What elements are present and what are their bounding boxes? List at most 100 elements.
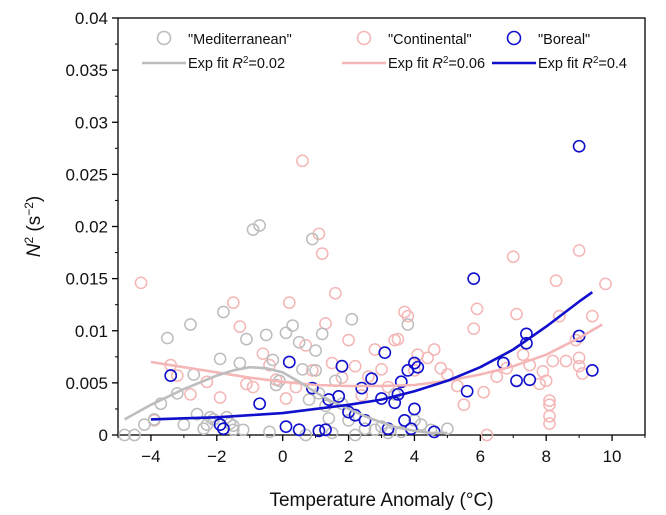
data-point: [128, 428, 141, 442]
x-tick-label: 8: [541, 447, 550, 466]
data-point: [282, 296, 296, 309]
x-tick-label: 0: [278, 447, 287, 466]
data-point: [226, 296, 240, 309]
data-point: [302, 393, 316, 406]
data-point: [197, 422, 210, 436]
series-1: [134, 154, 612, 442]
data-point: [342, 333, 355, 347]
data-point: [161, 331, 174, 345]
data-point: [358, 422, 372, 436]
x-tick-label: 10: [603, 447, 622, 466]
data-point: [408, 364, 421, 377]
y-tick-label: 0: [99, 426, 108, 445]
data-point: [543, 417, 556, 430]
data-point: [543, 394, 556, 407]
data-point: [312, 424, 326, 438]
legend-fit-label: Exp fit R2=0.02: [188, 55, 285, 73]
data-point: [506, 250, 520, 264]
data-point: [381, 426, 395, 440]
data-point: [543, 409, 556, 423]
data-point: [305, 232, 319, 246]
data-point: [282, 355, 296, 369]
data-point: [477, 385, 490, 399]
data-point: [184, 318, 197, 331]
data-point: [263, 425, 276, 439]
data-point: [394, 375, 408, 389]
data-point: [398, 414, 411, 427]
y-tick-label: 0.02: [75, 218, 108, 237]
data-point: [216, 422, 230, 436]
axes: −4 −2 0 2 4 6 8 10 0 0.005 0.01 0.015 0.02 0.025 0.03 0…: [65, 9, 646, 466]
data-point: [296, 362, 309, 376]
data-point: [510, 307, 523, 321]
data-point: [381, 422, 395, 436]
data-point: [378, 346, 392, 360]
data-point: [226, 423, 240, 437]
data-point: [329, 286, 342, 300]
data-point: [299, 338, 313, 352]
data-point: [315, 327, 329, 341]
data-point: [184, 387, 197, 401]
y-tick-label: 0.025: [65, 165, 108, 184]
x-tick-label: −2: [207, 447, 226, 466]
y-tick-label: 0.01: [75, 322, 108, 341]
data-point: [355, 389, 369, 402]
data-point: [233, 320, 247, 333]
legend-marker: [356, 30, 372, 46]
data-point: [480, 428, 494, 442]
data-point: [559, 354, 573, 368]
data-point: [253, 219, 266, 232]
data-point: [319, 423, 332, 437]
data-point: [460, 384, 474, 398]
data-point: [408, 402, 421, 416]
data-point: [305, 364, 319, 377]
data-point: [569, 333, 583, 347]
x-tick-label: 4: [410, 447, 419, 466]
series-0: [118, 219, 454, 442]
data-point: [289, 380, 303, 394]
data-point: [240, 332, 253, 346]
legend-marker: [156, 30, 172, 46]
legend-fit-label: Exp fit R2=0.06: [388, 55, 485, 73]
x-tick-label: 2: [344, 447, 353, 466]
data-point: [434, 361, 448, 375]
data-point: [309, 364, 322, 377]
data-point: [421, 351, 434, 365]
data-point: [470, 302, 484, 316]
data-point: [279, 420, 293, 434]
y-tick-label: 0.015: [65, 270, 108, 289]
data-point: [138, 418, 151, 431]
plot-frame: [117, 17, 646, 436]
y-tick-label: 0.04: [75, 9, 108, 28]
data-point: [236, 423, 250, 437]
data-point: [134, 276, 148, 290]
data-point: [398, 305, 411, 319]
data-point: [368, 423, 382, 437]
data-point: [441, 422, 454, 436]
data-point: [246, 380, 260, 394]
data-point: [217, 305, 230, 319]
data-point: [553, 309, 566, 323]
data-point: [213, 418, 227, 431]
data-point: [279, 326, 293, 340]
data-point: [516, 348, 530, 362]
data-point: [170, 386, 184, 400]
data-point: [427, 343, 441, 356]
legend-label: "Mediterranean": [188, 32, 292, 48]
data-point: [457, 398, 471, 412]
y-tick-label: 0.035: [65, 61, 108, 80]
data-point: [572, 244, 586, 257]
data-point: [322, 411, 336, 425]
data-point: [572, 139, 586, 153]
data-point: [408, 356, 421, 370]
series-layer: [118, 139, 612, 442]
data-point: [599, 277, 612, 291]
data-point: [401, 309, 415, 323]
data-point: [269, 378, 283, 392]
y-tick-label: 0.03: [75, 113, 108, 132]
data-point: [345, 312, 359, 326]
data-point: [213, 352, 227, 366]
data-point: [365, 372, 379, 386]
data-point: [572, 359, 586, 373]
data-point: [348, 359, 362, 373]
